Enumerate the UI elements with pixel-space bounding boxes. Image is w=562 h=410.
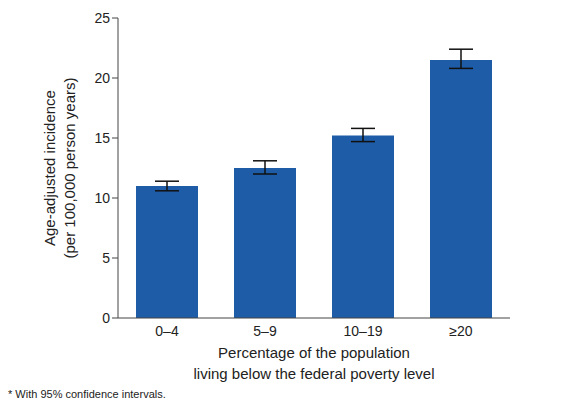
- svg-text:5–9: 5–9: [253, 323, 277, 338]
- svg-text:20: 20: [94, 70, 110, 86]
- svg-text:0–4: 0–4: [155, 323, 179, 338]
- html-text:living below the federal pover: living below the federal poverty level: [193, 365, 435, 382]
- html-text:* With 95% confidence interval: * With 95% confidence intervals.: [8, 388, 166, 400]
- svg-text:0: 0: [102, 310, 110, 326]
- svg-text:10–19: 10–19: [344, 323, 383, 338]
- svg-text:10: 10: [94, 190, 110, 206]
- svg-text:≥20: ≥20: [449, 323, 472, 338]
- html-text:(per 100,000 person years): (per 100,000 person years): [61, 77, 78, 259]
- svg-text:25: 25: [94, 10, 110, 26]
- html-text:Percentage of the population: Percentage of the population: [218, 344, 410, 361]
- svg-text:5: 5: [102, 250, 110, 266]
- html-text:Age-adjusted incidence: Age-adjusted incidence: [41, 90, 58, 246]
- svg-text:15: 15: [94, 130, 110, 146]
